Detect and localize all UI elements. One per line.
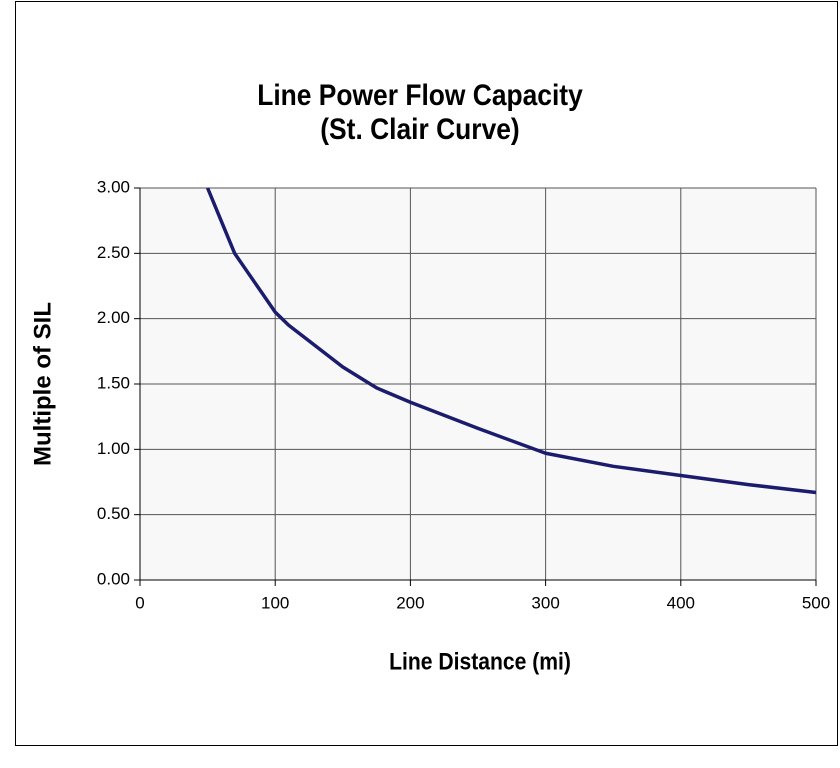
line <box>205 187 817 495</box>
y-tick-label: 1.50 <box>97 373 130 392</box>
y-tick-label: 0.50 <box>97 504 130 523</box>
x-tick-label: 400 <box>667 593 695 612</box>
y-tick-label: 1.00 <box>97 439 130 458</box>
y-tick-label: 0.00 <box>97 569 130 588</box>
x-axis-title: Line Distance (mi) <box>389 648 571 675</box>
y-tick-label: 3.00 <box>97 177 130 196</box>
y-axis-title: Multiple of SIL <box>29 302 56 466</box>
y-tick-label: 2.00 <box>97 308 130 327</box>
chart-title: (St. Clair Curve) <box>320 111 519 145</box>
x-tick-label: 100 <box>261 593 289 612</box>
chart-title: Line Power Flow Capacity <box>257 77 583 111</box>
x-tick-label: 200 <box>396 593 424 612</box>
x-tick-label: 300 <box>531 593 559 612</box>
y-tick-label: 2.50 <box>97 243 130 262</box>
x-tick-label: 0 <box>135 593 144 612</box>
x-tick-label: 500 <box>802 593 830 612</box>
